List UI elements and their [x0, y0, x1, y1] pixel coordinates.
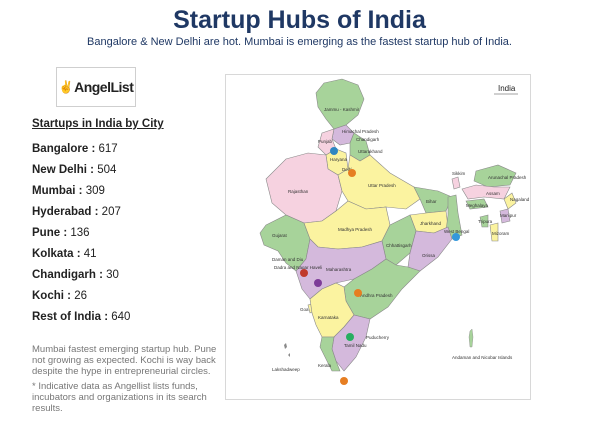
- state-gujarat: [259, 214, 311, 272]
- list-item: Mumbai : 309: [32, 185, 105, 197]
- map-label-gujarat: Gujarat: [272, 233, 288, 238]
- city-marker-bangalore: [346, 333, 354, 341]
- map-label-tn: Tamil Nadu: [344, 343, 367, 348]
- map-label-uttarakhand: Uttarakhand: [358, 149, 383, 154]
- map-label-kerala: Kerala: [318, 363, 332, 368]
- map-label-hp: Himachal Pradesh: [342, 129, 379, 134]
- city-name: New Delhi: [32, 164, 87, 176]
- map-label-maharashtra: Maharashtra: [326, 267, 352, 272]
- map-label-chhattisgarh: Chhattisgarh: [386, 243, 412, 248]
- city-marker-mumbai: [300, 269, 308, 277]
- city-name: Kolkata: [32, 248, 74, 260]
- map-label-lakshadweep: Lakshadweep: [272, 367, 300, 372]
- list-item: New Delhi : 504: [32, 164, 117, 176]
- map-label-jharkhand: Jharkhand: [420, 221, 442, 226]
- page-subtitle: Bangalore & New Delhi are hot. Mumbai is…: [87, 36, 512, 48]
- map-heading: India: [498, 84, 516, 93]
- map-label-nagaland: Nagaland: [510, 197, 530, 202]
- peace-hand-icon: ✌: [58, 80, 74, 94]
- disclaimer-note: * Indicative data as Angellist lists fun…: [32, 381, 207, 414]
- city-name: Bangalore: [32, 143, 89, 155]
- city-count: 504: [97, 164, 117, 176]
- state-arunachal-pradesh: [473, 164, 517, 188]
- list-item: Bangalore : 617: [32, 143, 118, 155]
- city-name: Rest of India: [32, 311, 102, 323]
- map-label-punjab: Punjab: [318, 139, 333, 144]
- map-label-up: Uttar Pradesh: [368, 183, 396, 188]
- map-label-andaman: Andaman and Nicobar Islands: [452, 355, 513, 360]
- map-label-chandigarh: Chandigarh: [356, 137, 380, 142]
- city-count: 41: [83, 248, 97, 260]
- map-label-arunachal: Arunachal Pradesh: [488, 175, 527, 180]
- city-count: 640: [111, 311, 131, 323]
- city-count: 26: [74, 290, 87, 302]
- map-label-delhi: Delhi: [342, 167, 352, 172]
- map-label-goa: Goa: [300, 307, 309, 312]
- map-label-karnataka: Karnataka: [318, 315, 339, 320]
- logo-text: AngelList: [74, 79, 134, 95]
- state-tripura: [479, 214, 489, 228]
- city-marker-kolkata: [452, 233, 460, 241]
- state-sikkim: [451, 176, 461, 190]
- map-label-manipur: Manipur: [500, 213, 517, 218]
- map-label-jk: Jammu - Kashmir: [324, 107, 360, 112]
- map-label-haryana: Haryana: [330, 157, 348, 162]
- city-count: 30: [106, 269, 119, 281]
- map-label-ap: Andhra Pradesh: [360, 293, 393, 298]
- city-count: 617: [98, 143, 118, 155]
- state-uttar-pradesh: [337, 154, 421, 210]
- list-item: Kochi : 26: [32, 290, 87, 302]
- section-title: Startups in India by City: [32, 118, 164, 130]
- city-marker-chandigarh: [330, 147, 338, 155]
- city-name: Mumbai: [32, 185, 76, 197]
- state-assam: [461, 184, 511, 200]
- list-item: Rest of India : 640: [32, 311, 131, 323]
- state-manipur: [499, 208, 511, 224]
- city-name: Chandigarh: [32, 269, 96, 281]
- state-meghalaya: [465, 198, 489, 210]
- city-marker-hyderabad: [354, 289, 362, 297]
- state-kerala: [319, 336, 341, 372]
- city-count: 136: [70, 227, 90, 239]
- insight-note: Mumbai fastest emerging startup hub. Pun…: [32, 344, 217, 377]
- map-label-assam: Assam: [486, 191, 500, 196]
- list-item: Kolkata : 41: [32, 248, 97, 260]
- map-label-mp: Madhya Pradesh: [338, 227, 373, 232]
- city-marker-delhi: [348, 169, 356, 177]
- city-marker-pune: [314, 279, 322, 287]
- map-label-dadra: Dadra and Nagar Haveli: [274, 265, 322, 270]
- city-stats-list: Bangalore : 617 New Delhi : 504 Mumbai :…: [32, 143, 222, 332]
- india-map-svg: India Jammu - Kashmir Himachal Pradesh P…: [259, 78, 530, 385]
- state-jammu-kashmir: [315, 78, 365, 130]
- list-item: Hyderabad : 207: [32, 206, 121, 218]
- state-nagaland: [503, 192, 517, 210]
- map-label-meghalaya: Meghalaya: [466, 203, 489, 208]
- state-mizoram: [489, 222, 499, 242]
- city-name: Kochi: [32, 290, 64, 302]
- city-marker-kochi: [340, 377, 348, 385]
- map-label-daman: Daman and Diu: [272, 257, 304, 262]
- india-map: India Jammu - Kashmir Himachal Pradesh P…: [225, 74, 531, 400]
- map-label-bihar: Bihar: [426, 199, 437, 204]
- city-count: 207: [101, 206, 121, 218]
- map-label-wb: West Bengal: [444, 229, 469, 234]
- map-label-orissa: Orissa: [422, 253, 435, 258]
- map-label-tripura: Tripura: [478, 219, 493, 224]
- list-item: Chandigarh : 30: [32, 269, 119, 281]
- map-label-puducherry: Puducherry: [366, 335, 390, 340]
- list-item: Pune : 136: [32, 227, 90, 239]
- city-name: Hyderabad: [32, 206, 92, 218]
- andaman-islands: [468, 328, 474, 348]
- lakshadweep-islands: [284, 343, 290, 357]
- angellist-logo: ✌ AngelList: [56, 67, 136, 107]
- city-count: 309: [85, 185, 105, 197]
- page-title: Startup Hubs of India: [173, 6, 426, 34]
- city-name: Pune: [32, 227, 61, 239]
- map-label-mizoram: Mizoram: [492, 231, 510, 236]
- map-label-rajasthan: Rajasthan: [288, 189, 309, 194]
- map-label-sikkim: Sikkim: [452, 171, 466, 176]
